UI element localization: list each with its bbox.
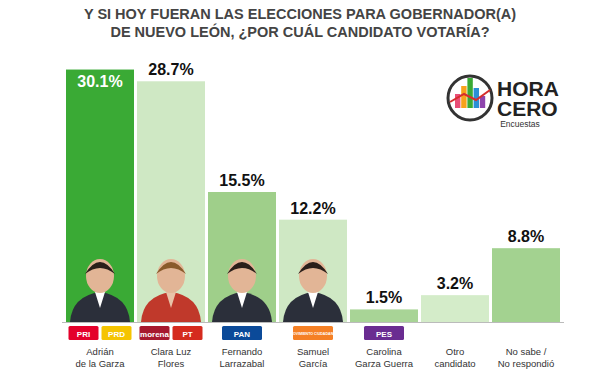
category-line: No respondió <box>498 358 555 369</box>
photo-body <box>141 292 201 322</box>
party-label: PRI <box>77 330 90 339</box>
title-line: DE NUEVO LEÓN, ¿POR CUÁL CANDIDATO VOTAR… <box>110 23 489 40</box>
photo-face <box>299 259 327 293</box>
category-line: Clara Luz <box>151 346 192 357</box>
party-label: PRD <box>108 330 125 339</box>
bar <box>421 295 489 322</box>
candidate-photo <box>70 259 130 322</box>
category-line: Carolina <box>366 346 402 357</box>
candidate-photo <box>141 259 201 322</box>
party-logo <box>102 326 132 340</box>
bar <box>66 70 134 322</box>
bar <box>208 192 276 322</box>
category-line: Larrazabal <box>220 358 265 369</box>
category-line: No sabe / <box>506 346 547 357</box>
brand-logo: HORACEROEncuestas <box>448 76 559 129</box>
candidate-photo <box>212 259 272 322</box>
data-label: 28.7% <box>148 61 193 78</box>
photo-body <box>283 292 343 322</box>
photo-face <box>86 259 114 293</box>
title: Y SI HOY FUERAN LAS ELECCIONES PARA GOBE… <box>84 6 516 40</box>
data-label: 12.2% <box>290 200 335 217</box>
party-logo <box>69 326 99 340</box>
bar <box>279 220 347 322</box>
category-line: Adrián <box>86 346 113 357</box>
category-line: Otro <box>446 346 464 357</box>
photo-shirt <box>308 292 318 308</box>
category-label: CarolinaGarza Guerra <box>355 346 414 369</box>
title-line: Y SI HOY FUERAN LAS ELECCIONES PARA GOBE… <box>84 6 516 22</box>
photo-face <box>228 259 256 293</box>
data-label: 1.5% <box>366 289 402 306</box>
photo-body <box>212 292 272 322</box>
category-line: de la Garza <box>75 358 125 369</box>
party-label: PES <box>376 330 393 339</box>
brand-line <box>450 90 490 102</box>
photo-shirt <box>237 292 247 308</box>
photo-hair <box>156 262 186 274</box>
party-logo <box>173 326 203 340</box>
data-label: 8.8% <box>508 228 544 245</box>
photo-face <box>157 259 185 293</box>
category-line: Flores <box>158 358 185 369</box>
bars <box>66 70 560 322</box>
photo-hair <box>227 262 257 274</box>
photo-hair <box>298 262 328 274</box>
brand-name: CERO <box>497 97 558 120</box>
category-line: candidato <box>434 358 475 369</box>
brand-bar <box>461 86 466 108</box>
category-label: SamuelGarcía <box>297 346 329 369</box>
category-line: Samuel <box>297 346 329 357</box>
brand-tagline: Encuestas <box>500 119 540 129</box>
brand-bar <box>467 78 472 108</box>
baseline <box>62 322 564 323</box>
party-logo <box>140 326 170 340</box>
data-label: 30.1% <box>77 73 122 90</box>
bar <box>492 248 560 322</box>
category-label: Adriánde la Garza <box>75 346 125 369</box>
party-label: MOVIMIENTO CIUDADANO <box>290 332 336 336</box>
chart: Y SI HOY FUERAN LAS ELECCIONES PARA GOBE… <box>0 0 600 381</box>
party-logo <box>364 326 404 340</box>
category-label: Otrocandidato <box>434 346 475 369</box>
party-label: PT <box>182 330 192 339</box>
brand-ring <box>448 76 492 120</box>
photo-hair <box>85 262 115 274</box>
party-label: PAN <box>234 330 251 339</box>
photo-shirt <box>95 292 105 308</box>
category-label: Clara LuzFlores <box>151 346 192 369</box>
candidate-photo <box>283 259 343 322</box>
bar <box>137 81 205 322</box>
data-label: 15.5% <box>219 172 264 189</box>
party-label: morena <box>140 330 169 339</box>
data-label: 3.2% <box>437 275 473 292</box>
category-line: García <box>299 358 328 369</box>
category-line: Garza Guerra <box>355 358 414 369</box>
bar <box>350 309 418 322</box>
category-label: FernandoLarrazabal <box>220 346 265 369</box>
party-logo <box>222 326 262 340</box>
photo-shirt <box>166 292 176 308</box>
photo-body <box>70 292 130 322</box>
category-label: No sabe /No respondió <box>498 346 555 369</box>
category-line: Fernando <box>222 346 263 357</box>
